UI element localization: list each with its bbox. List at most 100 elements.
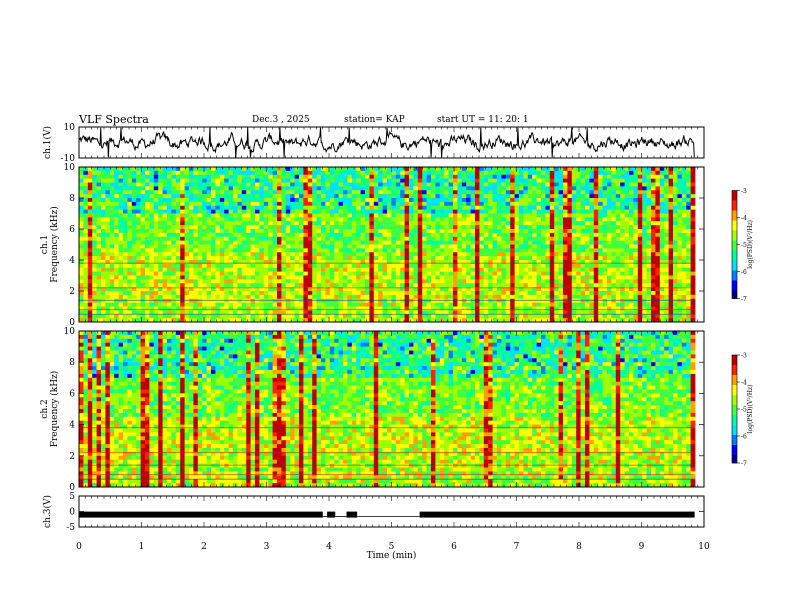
ch1-spectrogram-cell [356, 244, 361, 249]
ch1-spectrogram-cell [519, 232, 524, 238]
ch1-spectrogram-cell [193, 194, 199, 199]
ch1-spectrogram-cell [294, 291, 300, 296]
ch1-spectrogram-cell [483, 209, 489, 214]
ch1-spectrogram-cell [241, 232, 247, 238]
ch1-spectrogram-cell [206, 260, 212, 265]
ch1-spectrogram-cell [602, 213, 608, 218]
ch1-spectrogram-cell [197, 271, 203, 276]
ch1-spectrogram-cell [180, 221, 185, 226]
ch1-spectrogram-cell [598, 217, 603, 222]
ch1-spectrogram-cell [321, 174, 326, 180]
ch1-spectrogram-cell [527, 263, 533, 269]
ch1-spectrogram-cell [347, 170, 353, 176]
ch1-spectrogram-cell [668, 182, 674, 187]
ch1-spectrogram-cell [431, 236, 436, 242]
ch1-spectrogram-cell [272, 213, 278, 218]
ch1-spectrogram-cell [259, 267, 265, 273]
ch1-spectrogram-cell [633, 221, 639, 226]
ch1-spectrogram-cell [92, 190, 97, 195]
ch1-spectrogram-cell [602, 229, 608, 234]
ch1-spectrogram-cell [105, 205, 111, 211]
ch1-spectrogram-cell [140, 205, 146, 211]
ch1-spectrogram-cell [395, 279, 401, 284]
ch1-spectrogram-cell [294, 279, 300, 284]
ch1-spectrogram-cell [228, 209, 234, 214]
ch1-spectrogram-cell [193, 178, 199, 183]
ch1-spectrogram-cell [180, 225, 185, 230]
ch1-spectrogram-cell [417, 283, 423, 288]
ch1-spectrogram-cell [422, 201, 427, 207]
ch1-spectrogram-cell [391, 201, 397, 207]
ch1-spectrogram-cell [611, 225, 617, 230]
ch1-spectrogram-cell [563, 182, 568, 187]
ch1-spectrogram-cell [519, 294, 524, 300]
ch1-spectrogram-cell [422, 260, 427, 265]
ch1-spectrogram-cell [395, 263, 401, 269]
ch1-spectrogram-cell [105, 198, 111, 203]
ch1-spectrogram-cell [101, 170, 106, 176]
ch1-spectrogram-cell [527, 275, 533, 280]
ch1-spectrogram-cell [580, 294, 586, 300]
ch1-spectrogram-cell [558, 221, 564, 226]
ch1-spectrogram-cell [466, 170, 471, 176]
ch1-spectrogram-cell [391, 236, 397, 242]
ch1-spectrogram-cell [488, 291, 493, 296]
ch1-spectrogram-cell [294, 186, 300, 191]
ch1-spectrogram-cell [554, 287, 559, 292]
ch1-spectrogram-cell [611, 170, 617, 176]
ch1-spectrogram-cell [338, 267, 344, 273]
ch1-spectrogram-cell [79, 186, 84, 191]
ch1-spectrogram-cell [312, 201, 317, 207]
ch1-spectrogram-cell [607, 248, 612, 253]
ch1-spectrogram-cell [96, 252, 102, 257]
ch1-spectrogram-cell [602, 205, 608, 211]
ch1-spectrogram-cell [576, 225, 581, 230]
ch1-spectrogram-cell [404, 240, 410, 245]
ch1-spectrogram-cell [620, 256, 625, 261]
ch1-spectrogram-cell [171, 186, 177, 191]
ch1-spectrogram-cell [118, 232, 124, 238]
ch1-spectrogram-cell [598, 174, 603, 180]
ch1-spectrogram-cell [668, 194, 674, 199]
ch1-spectrogram-cell [404, 279, 410, 284]
ch1-spectrogram-cell [149, 221, 155, 226]
ch1-spectrogram-cell [211, 294, 216, 300]
ch1-spectrogram-cell [149, 186, 155, 191]
ch1-spectrogram-cell [149, 298, 155, 304]
ch1-spectrogram-cell [444, 194, 449, 199]
ch1-spectrogram-cell [378, 201, 383, 207]
ch1-spectrogram-cell [629, 287, 634, 292]
ch1-spectrogram-cell [607, 190, 612, 195]
ch1-spectrogram-cell [79, 225, 84, 230]
ch1-spectrogram-cell [162, 232, 168, 238]
ch1-spectrogram-cell [334, 283, 339, 288]
ch1-spectrogram-cell [378, 248, 383, 253]
ch1-spectrogram-cell [461, 201, 467, 207]
ch1-spectrogram-cell [347, 194, 353, 199]
ch1-spectrogram-cell [681, 174, 687, 180]
ch1-spectrogram-cell [92, 260, 97, 265]
ch1-spectrogram-cell [263, 232, 269, 238]
ch1-spectrogram-cell [167, 186, 172, 191]
ch1-spectrogram-cell [611, 256, 617, 261]
ch1-spectrogram-cell [136, 190, 141, 195]
ch1-spectrogram-cell [659, 287, 665, 292]
ch1-spectrogram-cell [642, 267, 647, 273]
ch1-spectrogram-cell [417, 267, 423, 273]
ch1-spectrogram-cell [642, 170, 647, 176]
ch1-spectrogram-cell [246, 267, 251, 273]
ch1-spectrogram-cell [228, 217, 234, 222]
ch1-spectrogram-cell [409, 186, 414, 191]
ch1-spectrogram-cell [563, 201, 568, 207]
ch1-spectrogram-cell [409, 279, 414, 284]
ch1-spectrogram-cell [655, 263, 661, 269]
ch1-spectrogram-cell [224, 287, 229, 292]
ch1-spectrogram-cell [180, 256, 185, 261]
ch1-spectrogram-cell [360, 182, 366, 187]
ch1-spectrogram-cell [532, 283, 537, 288]
ch1-spectrogram-cell [593, 248, 599, 253]
ch1-spectrogram-cell [197, 178, 203, 183]
ch1-spectrogram-cell [457, 178, 463, 183]
ch1-spectrogram-cell [593, 209, 599, 214]
ch1-spectrogram-cell [321, 279, 326, 284]
